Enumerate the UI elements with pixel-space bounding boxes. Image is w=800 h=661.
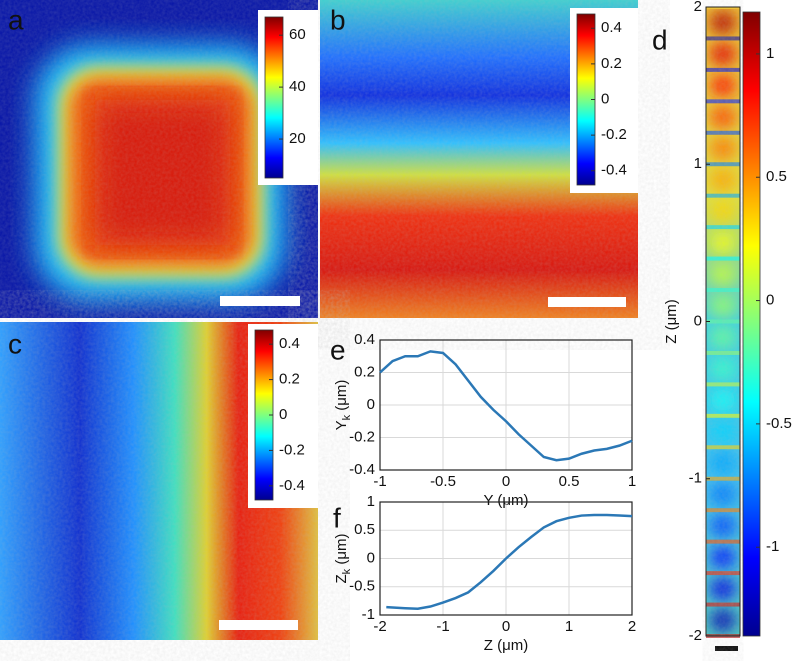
x-tick-label: 1: [628, 473, 636, 490]
y-tick-label: 0: [367, 396, 375, 413]
colorbar-tick-label: 0: [279, 406, 287, 423]
colorbar-tick-label: -1: [766, 538, 779, 555]
y-axis-label-subscript: k: [341, 414, 353, 420]
y-axis-label-subscript: k: [341, 568, 353, 574]
line: [386, 513, 633, 611]
colorbar-tick-label: 1: [766, 45, 774, 62]
panel-label: e: [330, 334, 346, 365]
panel-label: d: [652, 24, 668, 55]
y-tick-label: 0.2: [354, 363, 375, 380]
y-tick-label: 0.5: [354, 521, 375, 538]
colorbar-tick-label: -0.2: [601, 126, 627, 143]
plot-frame: [379, 501, 633, 616]
x-tick-label: 0: [502, 618, 510, 635]
x-tick-label: 1: [565, 618, 573, 635]
line: [379, 350, 633, 462]
colorbar-tick-label: -0.5: [766, 415, 792, 432]
colorbar-tick-label: 0.4: [601, 19, 622, 36]
colorbar-tick-label: -0.4: [279, 477, 305, 494]
y-tick-label: -0.4: [349, 461, 375, 478]
x-tick-label: -2: [373, 618, 386, 635]
y-axis-label: Z (μm): [663, 299, 680, 343]
y-tick-label: -2: [689, 627, 702, 644]
scale-bar: [715, 646, 738, 651]
y-tick-label: 1: [367, 493, 375, 510]
colorbar-tick-label: 0.4: [279, 335, 300, 352]
panel-label: b: [330, 4, 346, 35]
colorbar-tick-label: 40: [289, 78, 306, 95]
colorbar-tick-label: 0.2: [279, 371, 300, 388]
panel-label: a: [8, 4, 24, 35]
y-axis-label: Yk (μm): [333, 380, 353, 431]
colorbar-tick-label: 0.2: [601, 55, 622, 72]
x-tick-label: -0.5: [430, 473, 456, 490]
colorbar-tick-label: 20: [289, 130, 306, 147]
y-tick-label: 2: [694, 0, 702, 15]
x-tick-label: 2: [628, 618, 636, 635]
colorbar-tick-label: 0: [601, 90, 609, 107]
panel-label: c: [8, 328, 22, 359]
y-tick-label: 1: [694, 155, 702, 172]
x-tick-label: 0: [502, 473, 510, 490]
y-axis-label-part: (μm): [333, 380, 350, 415]
y-tick-label: -0.5: [349, 578, 375, 595]
y-axis-label-part: Y: [333, 420, 350, 430]
colorbar: [264, 16, 284, 179]
x-tick-label: 0.5: [559, 473, 580, 490]
plot-frame: [379, 339, 633, 471]
colorbar-tick-label: -0.4: [601, 162, 627, 179]
y-tick-label: 0: [367, 549, 375, 566]
y-tick-label: -0.2: [349, 428, 375, 445]
x-tick-label: -1: [436, 618, 449, 635]
colorbar-tick-label: -0.2: [279, 441, 305, 458]
colorbar-tick-label: 60: [289, 26, 306, 43]
colorbar-tick-label: 0: [766, 292, 774, 309]
x-tick-label: -1: [373, 473, 386, 490]
strip-noise: [706, 7, 740, 636]
y-axis-label-part: Z: [333, 574, 350, 583]
y-tick-label: -1: [362, 606, 375, 623]
y-tick-label: 0: [694, 312, 702, 329]
y-axis-label: Zk (μm): [333, 534, 353, 584]
x-axis-label: Z (μm): [484, 637, 528, 654]
colorbar: [742, 11, 761, 637]
panel-label: f: [333, 502, 341, 533]
y-tick-label: 0.4: [354, 331, 375, 348]
x-axis-label: Y (μm): [483, 492, 528, 509]
y-tick-label: -1: [689, 470, 702, 487]
scale-bar: [219, 296, 626, 630]
heatmap-image: [706, 7, 740, 638]
y-axis-label-part: (μm): [333, 534, 350, 569]
colorbar-tick-label: 0.5: [766, 168, 787, 185]
